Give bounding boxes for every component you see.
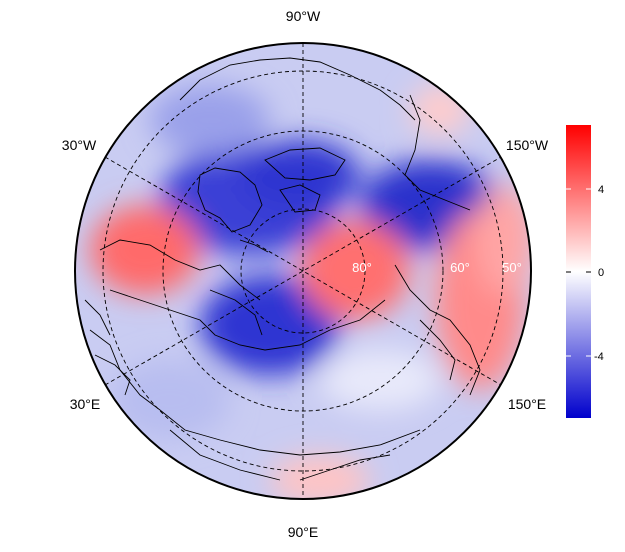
coastlines: [84, 57, 481, 481]
map-boundary: [74, 42, 532, 500]
lon-label-150e: 150°E: [508, 396, 546, 412]
lat-label-50: 50°: [502, 260, 522, 275]
colorbar-label-neg4: -4: [594, 351, 604, 363]
lon-label-30e: 30°E: [70, 396, 101, 412]
graticule: [102, 43, 504, 499]
colorbar: 4 0 -4: [566, 125, 604, 418]
lon-label-30w: 30°W: [62, 137, 97, 153]
lat-label-60: 60°: [450, 260, 470, 275]
lon-label-150w: 150°W: [506, 137, 549, 153]
lon-label-90w: 90°W: [286, 8, 321, 24]
lat-label-80: 80°: [352, 260, 372, 275]
colorbar-label-4: 4: [598, 184, 604, 196]
colorbar-label-0: 0: [598, 267, 604, 279]
lon-label-90e: 90°E: [288, 524, 319, 540]
